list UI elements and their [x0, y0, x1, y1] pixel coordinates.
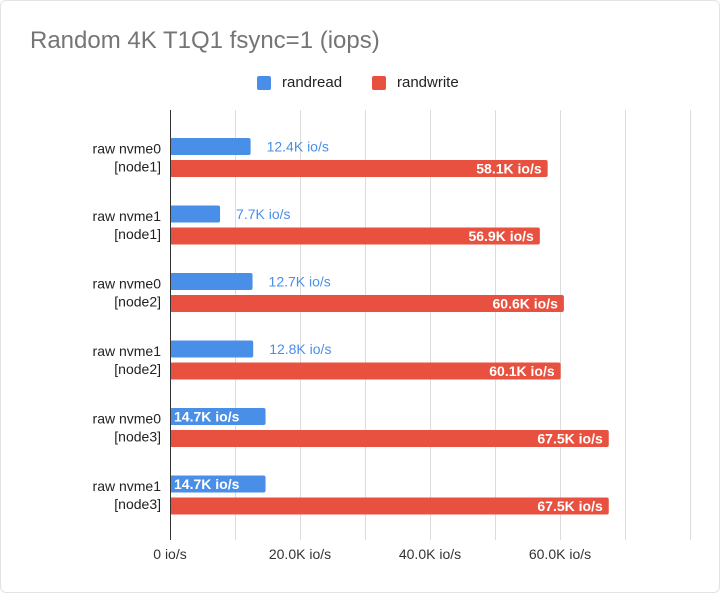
- data-label-randwrite: 56.9K io/s: [468, 228, 534, 244]
- bar-randwrite: [170, 295, 564, 312]
- chart-title: Random 4K T1Q1 fsync=1 (iops): [30, 27, 380, 54]
- data-label-randwrite: 67.5K io/s: [537, 498, 603, 514]
- data-label-randwrite: 60.6K io/s: [493, 296, 559, 312]
- bar-randwrite: [170, 497, 609, 515]
- legend-swatch-randwrite: [372, 75, 386, 90]
- x-tick-label: 20.0K io/s: [269, 546, 331, 562]
- data-label-randwrite: 60.1K io/s: [489, 363, 555, 379]
- bar-randwrite: [170, 227, 540, 245]
- bar-randread: [170, 205, 221, 223]
- legend-item-randwrite: randwrite: [372, 74, 459, 91]
- category-label: [node3]: [114, 429, 161, 445]
- data-label-randread: 14.7K io/s: [174, 476, 240, 492]
- data-label-randread: 14.7K io/s: [174, 409, 240, 425]
- bar-randread: [170, 138, 251, 155]
- category-label: raw nvme1: [93, 208, 162, 224]
- bar-randwrite: [170, 362, 561, 380]
- data-label-randread: 12.4K io/s: [267, 139, 329, 155]
- legend-item-randread: randread: [257, 74, 342, 91]
- x-tick-label: 40.0K io/s: [399, 546, 461, 562]
- bar-randwrite: [170, 430, 609, 447]
- category-label: raw nvme0: [93, 141, 162, 157]
- bar-randread: [170, 408, 266, 425]
- x-tick-label: 60.0K io/s: [529, 546, 591, 562]
- category-label: raw nvme1: [93, 343, 162, 359]
- bar-randwrite: [170, 160, 548, 177]
- data-label-randread: 12.7K io/s: [269, 274, 331, 290]
- bar-randread: [170, 340, 254, 358]
- category-label: [node1]: [114, 226, 161, 242]
- category-label: [node3]: [114, 496, 161, 512]
- x-tick-label: 0 io/s: [153, 546, 186, 562]
- category-label: [node2]: [114, 294, 161, 310]
- data-label-randread: 7.7K io/s: [236, 206, 290, 222]
- category-label: raw nvme0: [93, 276, 162, 292]
- data-label-randread: 12.8K io/s: [269, 341, 331, 357]
- category-label: [node1]: [114, 159, 161, 175]
- data-label-randwrite: 58.1K io/s: [476, 161, 542, 177]
- bar-randread: [170, 475, 266, 493]
- data-label-randwrite: 67.5K io/s: [537, 431, 603, 447]
- legend-swatch-randread: [257, 75, 271, 90]
- category-label: raw nvme0: [93, 411, 162, 427]
- bar-randread: [170, 273, 253, 290]
- category-label: [node2]: [114, 361, 161, 377]
- legend-label-randread: randread: [282, 74, 343, 91]
- legend-label-randwrite: randwrite: [397, 74, 459, 91]
- category-label: raw nvme1: [93, 478, 162, 494]
